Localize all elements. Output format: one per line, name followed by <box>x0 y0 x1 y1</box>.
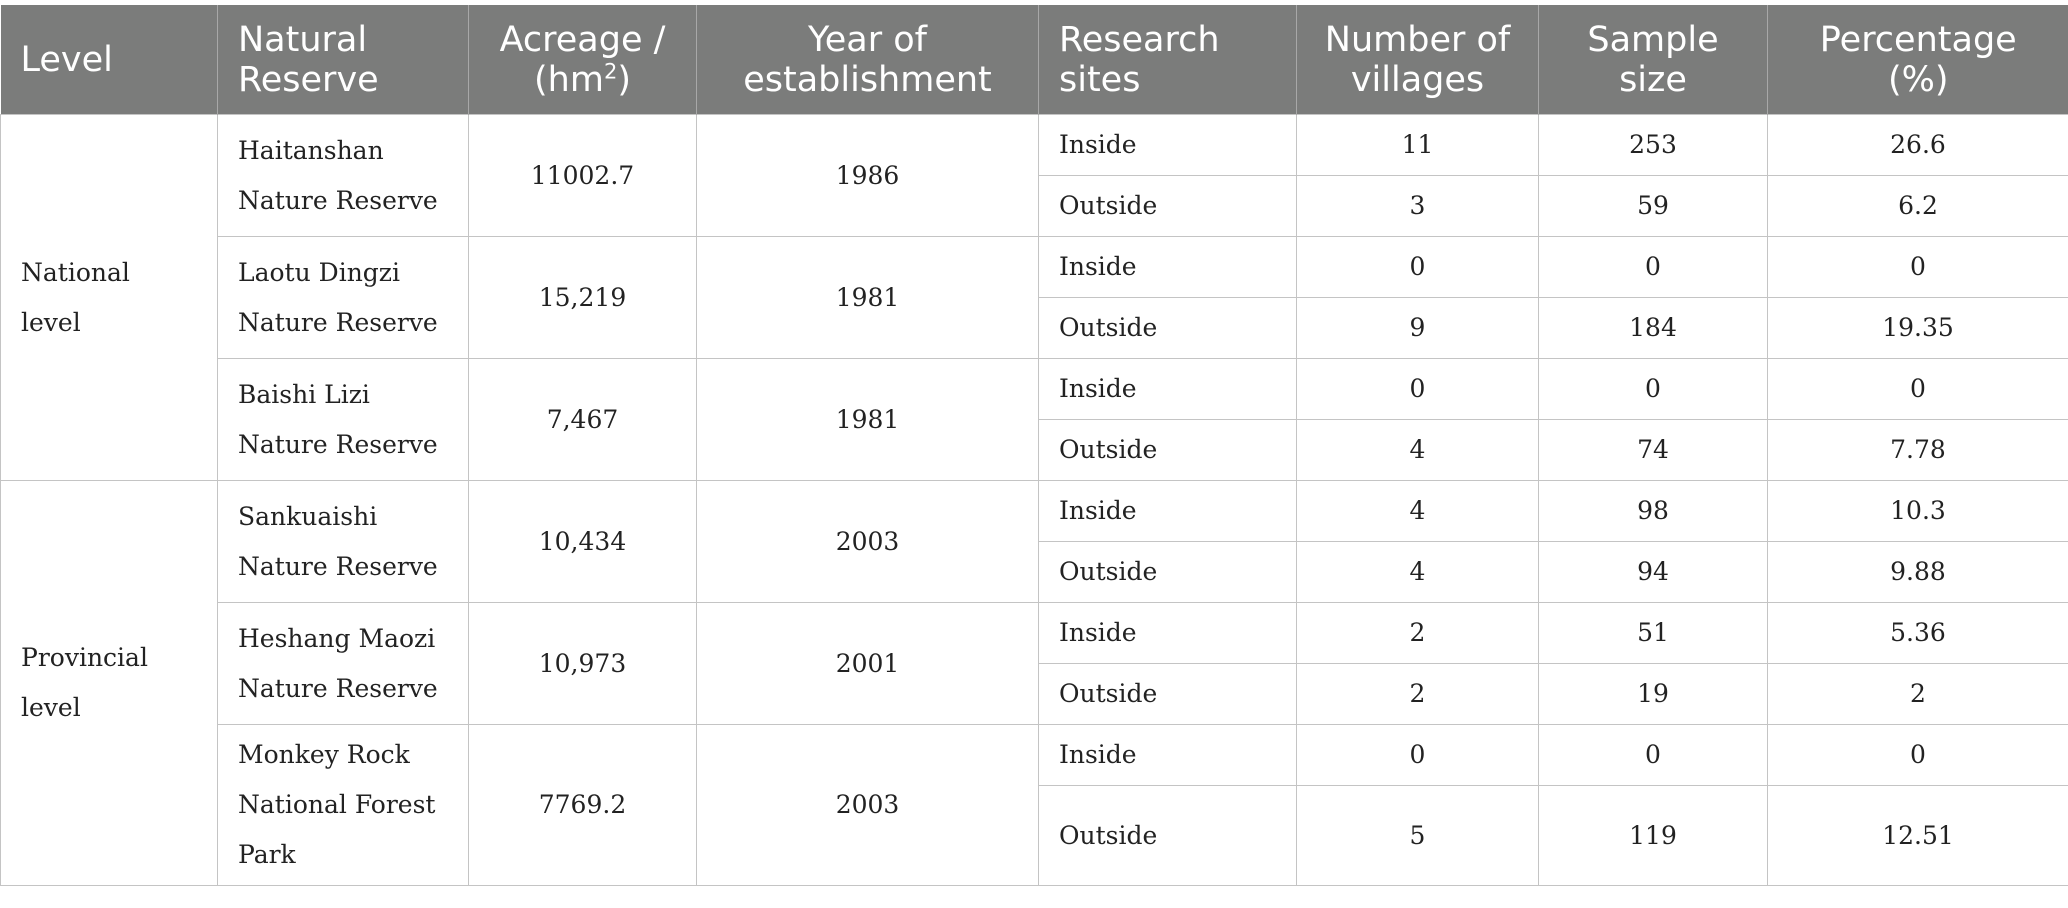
header-year-of-establishment: Year of establishment <box>696 5 1039 115</box>
research-site-cell: Inside <box>1038 480 1297 542</box>
year-cell: 2003 <box>696 724 1039 886</box>
level-cell: Provincial level <box>0 480 218 886</box>
acreage-cell: 7,467 <box>468 358 697 481</box>
reserve-name-cell: Heshang Maozi Nature Reserve <box>217 602 469 725</box>
header-acreage-close: ) <box>617 59 631 100</box>
villages-cell: 0 <box>1296 724 1539 786</box>
reserve-sample-table: Level Natural Reserve Acreage / (hm2) Ye… <box>0 5 2068 886</box>
villages-cell: 0 <box>1296 236 1539 298</box>
table-container: Level Natural Reserve Acreage / (hm2) Ye… <box>0 5 2068 886</box>
table-row: Outside 4 94 9.88 <box>1 541 2068 603</box>
sample-size-cell: 253 <box>1538 114 1768 176</box>
header-acreage-text: Acreage / (hm <box>499 19 666 100</box>
research-site-cell: Outside <box>1038 175 1297 237</box>
research-site-cell: Outside <box>1038 297 1297 359</box>
villages-cell: 11 <box>1296 114 1539 176</box>
sample-size-cell: 119 <box>1538 785 1768 886</box>
villages-cell: 2 <box>1296 602 1539 664</box>
villages-cell: 3 <box>1296 175 1539 237</box>
percentage-cell: 7.78 <box>1767 419 2068 481</box>
reserve-name-cell: Sankuaishi Nature Reserve <box>217 480 469 603</box>
villages-cell: 9 <box>1296 297 1539 359</box>
percentage-cell: 0 <box>1767 358 2068 420</box>
sample-size-cell: 94 <box>1538 541 1768 603</box>
sample-size-cell: 0 <box>1538 724 1768 786</box>
year-cell: 2003 <box>696 480 1039 603</box>
table-row: Outside 3 59 6.2 <box>1 175 2068 237</box>
villages-cell: 5 <box>1296 785 1539 886</box>
percentage-cell: 26.6 <box>1767 114 2068 176</box>
header-natural-reserve: Natural Reserve <box>217 5 469 115</box>
header-acreage-superscript: 2 <box>603 58 618 83</box>
villages-cell: 2 <box>1296 663 1539 725</box>
sample-size-cell: 184 <box>1538 297 1768 359</box>
sample-size-cell: 59 <box>1538 175 1768 237</box>
villages-cell: 4 <box>1296 480 1539 542</box>
table-row: National level Haitanshan Nature Reserve… <box>0 114 2068 481</box>
reserve-name-cell: Haitanshan Nature Reserve <box>217 114 469 237</box>
villages-cell: 4 <box>1296 541 1539 603</box>
table-row: Outside 9 184 19.35 <box>1 297 2068 359</box>
table-row: Provincial level Sankuaishi Nature Reser… <box>0 480 2068 886</box>
reserve-name-cell: Laotu Dingzi Nature Reserve <box>217 236 469 359</box>
table-row: Outside 2 19 2 <box>1 663 2068 725</box>
sample-size-cell: 0 <box>1538 358 1768 420</box>
sample-size-cell: 19 <box>1538 663 1768 725</box>
reserve-name-cell: Monkey Rock National Forest Park <box>217 724 469 886</box>
percentage-cell: 2 <box>1767 663 2068 725</box>
percentage-cell: 19.35 <box>1767 297 2068 359</box>
research-site-cell: Outside <box>1038 541 1297 603</box>
research-site-cell: Outside <box>1038 785 1297 886</box>
table-row: Outside 5 119 12.51 <box>1 785 2068 886</box>
research-site-cell: Inside <box>1038 602 1297 664</box>
percentage-cell: 12.51 <box>1767 785 2068 886</box>
table-row: Laotu Dingzi Nature Reserve 15,219 1981 … <box>1 236 2068 359</box>
percentage-cell: 6.2 <box>1767 175 2068 237</box>
table-row: Baishi Lizi Nature Reserve 7,467 1981 In… <box>1 358 2068 481</box>
villages-cell: 0 <box>1296 358 1539 420</box>
research-site-cell: Outside <box>1038 419 1297 481</box>
research-site-cell: Inside <box>1038 236 1297 298</box>
header-number-of-villages: Number of villages <box>1296 5 1539 115</box>
research-site-cell: Inside <box>1038 724 1297 786</box>
acreage-cell: 10,434 <box>468 480 697 603</box>
acreage-cell: 10,973 <box>468 602 697 725</box>
research-site-cell: Outside <box>1038 663 1297 725</box>
acreage-cell: 7769.2 <box>468 724 697 886</box>
year-cell: 1981 <box>696 358 1039 481</box>
percentage-cell: 0 <box>1767 236 2068 298</box>
header-row: Level Natural Reserve Acreage / (hm2) Ye… <box>0 5 2068 115</box>
percentage-cell: 10.3 <box>1767 480 2068 542</box>
table-row: Outside 4 74 7.78 <box>1 419 2068 481</box>
table-row: Monkey Rock National Forest Park 7769.2 … <box>1 724 2068 886</box>
sample-size-cell: 0 <box>1538 236 1768 298</box>
acreage-cell: 11002.7 <box>468 114 697 237</box>
header-sample-size: Sample size <box>1538 5 1768 115</box>
reserve-name-cell: Baishi Lizi Nature Reserve <box>217 358 469 481</box>
header-research-sites: Research sites <box>1038 5 1297 115</box>
table-row: Heshang Maozi Nature Reserve 10,973 2001… <box>1 602 2068 725</box>
percentage-cell: 0 <box>1767 724 2068 786</box>
villages-cell: 4 <box>1296 419 1539 481</box>
year-cell: 1981 <box>696 236 1039 359</box>
header-acreage: Acreage / (hm2) <box>468 5 697 115</box>
year-cell: 2001 <box>696 602 1039 725</box>
research-site-cell: Inside <box>1038 114 1297 176</box>
research-site-cell: Inside <box>1038 358 1297 420</box>
sample-size-cell: 98 <box>1538 480 1768 542</box>
acreage-cell: 15,219 <box>468 236 697 359</box>
sample-size-cell: 74 <box>1538 419 1768 481</box>
sample-size-cell: 51 <box>1538 602 1768 664</box>
percentage-cell: 5.36 <box>1767 602 2068 664</box>
header-level: Level <box>0 5 218 115</box>
percentage-cell: 9.88 <box>1767 541 2068 603</box>
year-cell: 1986 <box>696 114 1039 237</box>
header-percentage: Percentage (%) <box>1767 5 2068 115</box>
level-cell: National level <box>0 114 218 481</box>
